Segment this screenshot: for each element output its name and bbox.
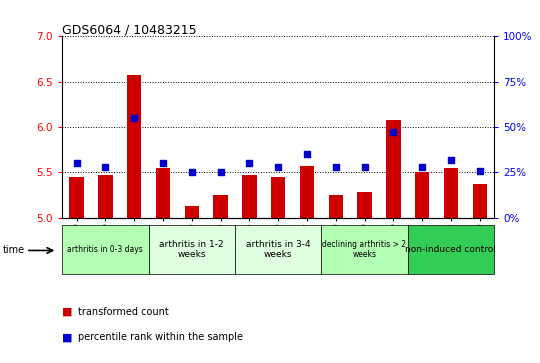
Point — [130, 115, 138, 121]
Bar — [357, 192, 372, 218]
Bar — [213, 195, 228, 218]
Bar — [127, 75, 141, 218]
Bar — [69, 177, 84, 218]
Point — [302, 151, 311, 157]
Point — [418, 164, 427, 170]
Point — [101, 164, 110, 170]
Text: declining arthritis > 2
weeks: declining arthritis > 2 weeks — [322, 240, 407, 259]
Point — [274, 164, 282, 170]
Bar — [242, 175, 256, 218]
Text: transformed count: transformed count — [78, 307, 169, 317]
FancyBboxPatch shape — [62, 225, 149, 274]
Point — [187, 170, 196, 175]
Bar — [472, 184, 487, 218]
Bar — [444, 168, 458, 218]
Point — [245, 160, 254, 166]
Text: arthritis in 3-4
weeks: arthritis in 3-4 weeks — [246, 240, 310, 259]
Text: arthritis in 1-2
weeks: arthritis in 1-2 weeks — [159, 240, 224, 259]
Bar — [300, 166, 314, 218]
FancyBboxPatch shape — [235, 225, 321, 274]
Bar — [185, 206, 199, 218]
Point — [389, 130, 397, 135]
Text: non-induced control: non-induced control — [406, 245, 496, 254]
Bar — [271, 177, 285, 218]
Bar — [328, 195, 343, 218]
Text: percentile rank within the sample: percentile rank within the sample — [78, 332, 244, 342]
Bar — [386, 120, 401, 218]
Point — [216, 170, 225, 175]
Point — [332, 164, 340, 170]
Point — [72, 160, 81, 166]
Text: arthritis in 0-3 days: arthritis in 0-3 days — [68, 245, 143, 254]
FancyBboxPatch shape — [408, 225, 494, 274]
FancyBboxPatch shape — [321, 225, 408, 274]
Text: ■: ■ — [62, 332, 72, 342]
Text: time: time — [3, 245, 25, 256]
Point — [360, 164, 369, 170]
FancyBboxPatch shape — [148, 225, 235, 274]
Bar — [98, 175, 112, 218]
Point — [475, 168, 484, 174]
Bar — [415, 172, 429, 218]
Point — [447, 157, 455, 163]
Text: ■: ■ — [62, 307, 72, 317]
Point — [159, 160, 167, 166]
Text: GDS6064 / 10483215: GDS6064 / 10483215 — [62, 24, 197, 37]
Bar — [156, 168, 170, 218]
